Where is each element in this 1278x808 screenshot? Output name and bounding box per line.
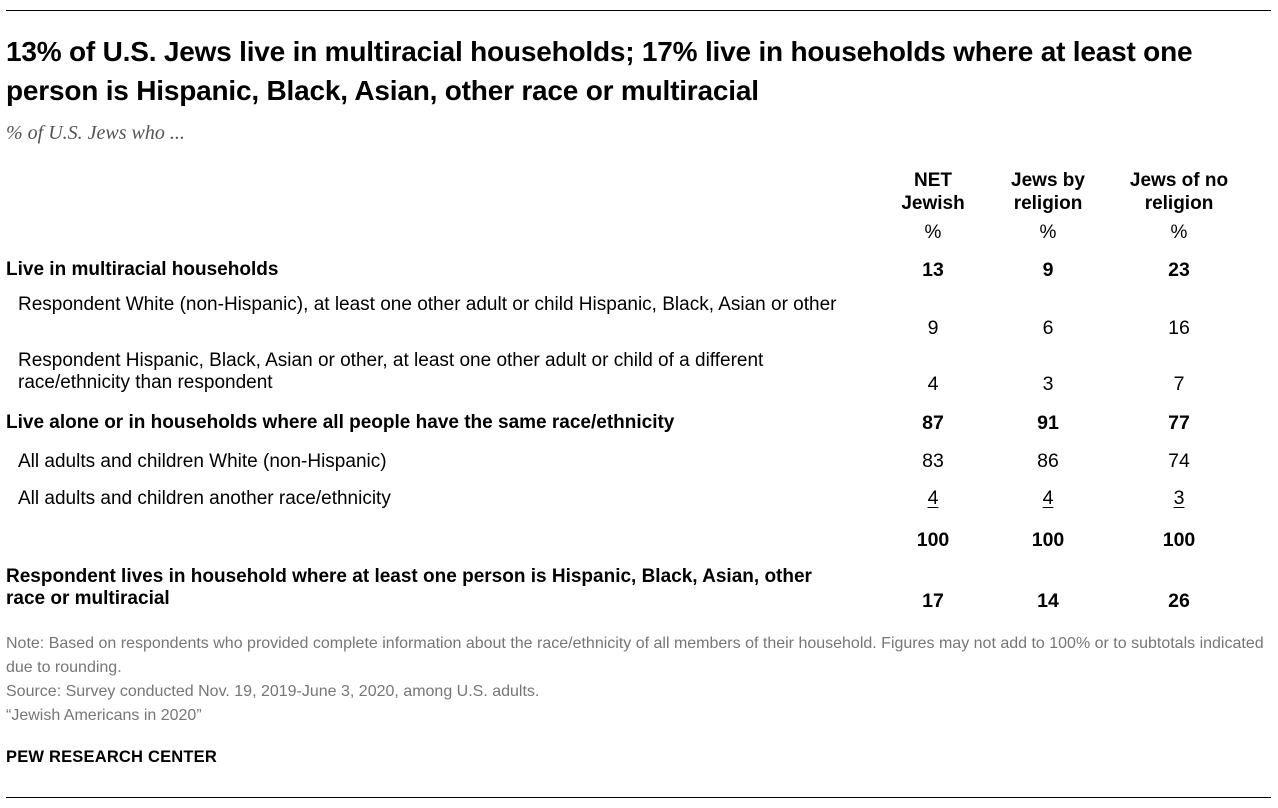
table-cell: 87 xyxy=(922,412,944,434)
table-cell: 83 xyxy=(922,450,944,472)
row-label: Live alone or in households where all pe… xyxy=(6,412,675,433)
column-header-line2: Jewish xyxy=(901,193,965,214)
table-cell: 7 xyxy=(1173,373,1185,395)
row-label: All adults and children White (non-Hispa… xyxy=(18,451,387,472)
top-rule xyxy=(6,10,1271,11)
underlined-value: 4 xyxy=(1042,487,1054,509)
table-cell: 74 xyxy=(1168,450,1190,472)
column-header-net-jewish: NET Jewish xyxy=(863,169,1003,215)
note-text: Note: Based on respondents who provided … xyxy=(6,635,1264,676)
row-label: Respondent White (non-Hispanic), at leas… xyxy=(18,294,837,315)
report-title: “Jewish Americans in 2020” xyxy=(6,707,202,724)
table-cell: 6 xyxy=(1042,317,1054,339)
brand-logo-text: PEW RESEARCH CENTER xyxy=(6,748,217,766)
table-cell: 13 xyxy=(922,259,944,281)
row-label: Respondent Hispanic, Black, Asian or oth… xyxy=(18,350,764,393)
column-header-jews-of-no-religion: Jews of no religion xyxy=(1109,169,1249,215)
table-cell: 3 xyxy=(1109,487,1249,510)
row-label: All adults and children another race/eth… xyxy=(18,488,391,509)
unit-label: % xyxy=(924,222,942,243)
unit-label: % xyxy=(1170,222,1188,243)
column-header-line2: religion xyxy=(1144,193,1214,214)
source-text: Source: Survey conducted Nov. 19, 2019-J… xyxy=(6,683,540,700)
table-cell: 9 xyxy=(1042,259,1054,281)
total-cell: 100 xyxy=(916,529,950,551)
table-cell: 91 xyxy=(1037,412,1059,434)
row-label: Respondent lives in household where at l… xyxy=(6,566,812,609)
table-cell: 23 xyxy=(1168,259,1190,281)
unit-label: % xyxy=(1039,222,1057,243)
table-cell: 9 xyxy=(927,317,939,339)
notes-block: Note: Based on respondents who provided … xyxy=(6,632,1266,728)
table-cell: 77 xyxy=(1168,412,1190,434)
table-cell: 3 xyxy=(1042,373,1054,395)
column-header-line2: religion xyxy=(1013,193,1083,214)
underlined-value: 4 xyxy=(927,487,939,509)
table-cell: 14 xyxy=(1037,590,1059,612)
table-cell: 4 xyxy=(927,373,939,395)
column-header-line1: NET xyxy=(914,170,952,191)
table-cell: 17 xyxy=(922,590,944,612)
table-cell: 4 xyxy=(863,487,1003,510)
table-cell: 86 xyxy=(1037,450,1059,472)
row-label: Live in multiracial households xyxy=(6,259,279,280)
chart-title: 13% of U.S. Jews live in multiracial hou… xyxy=(6,36,1193,106)
total-cell: 100 xyxy=(1031,529,1065,551)
bottom-rule xyxy=(6,797,1271,798)
column-header-jews-by-religion: Jews by religion xyxy=(978,169,1118,215)
table-cell: 26 xyxy=(1168,590,1190,612)
column-header-line1: Jews of no xyxy=(1129,170,1229,191)
chart-subtitle: % of U.S. Jews who ... xyxy=(6,122,185,144)
table-cell: 16 xyxy=(1168,317,1190,339)
column-header-line1: Jews by xyxy=(1011,170,1085,191)
underlined-value: 3 xyxy=(1173,487,1185,509)
total-cell: 100 xyxy=(1162,529,1196,551)
table-cell: 4 xyxy=(978,487,1118,510)
